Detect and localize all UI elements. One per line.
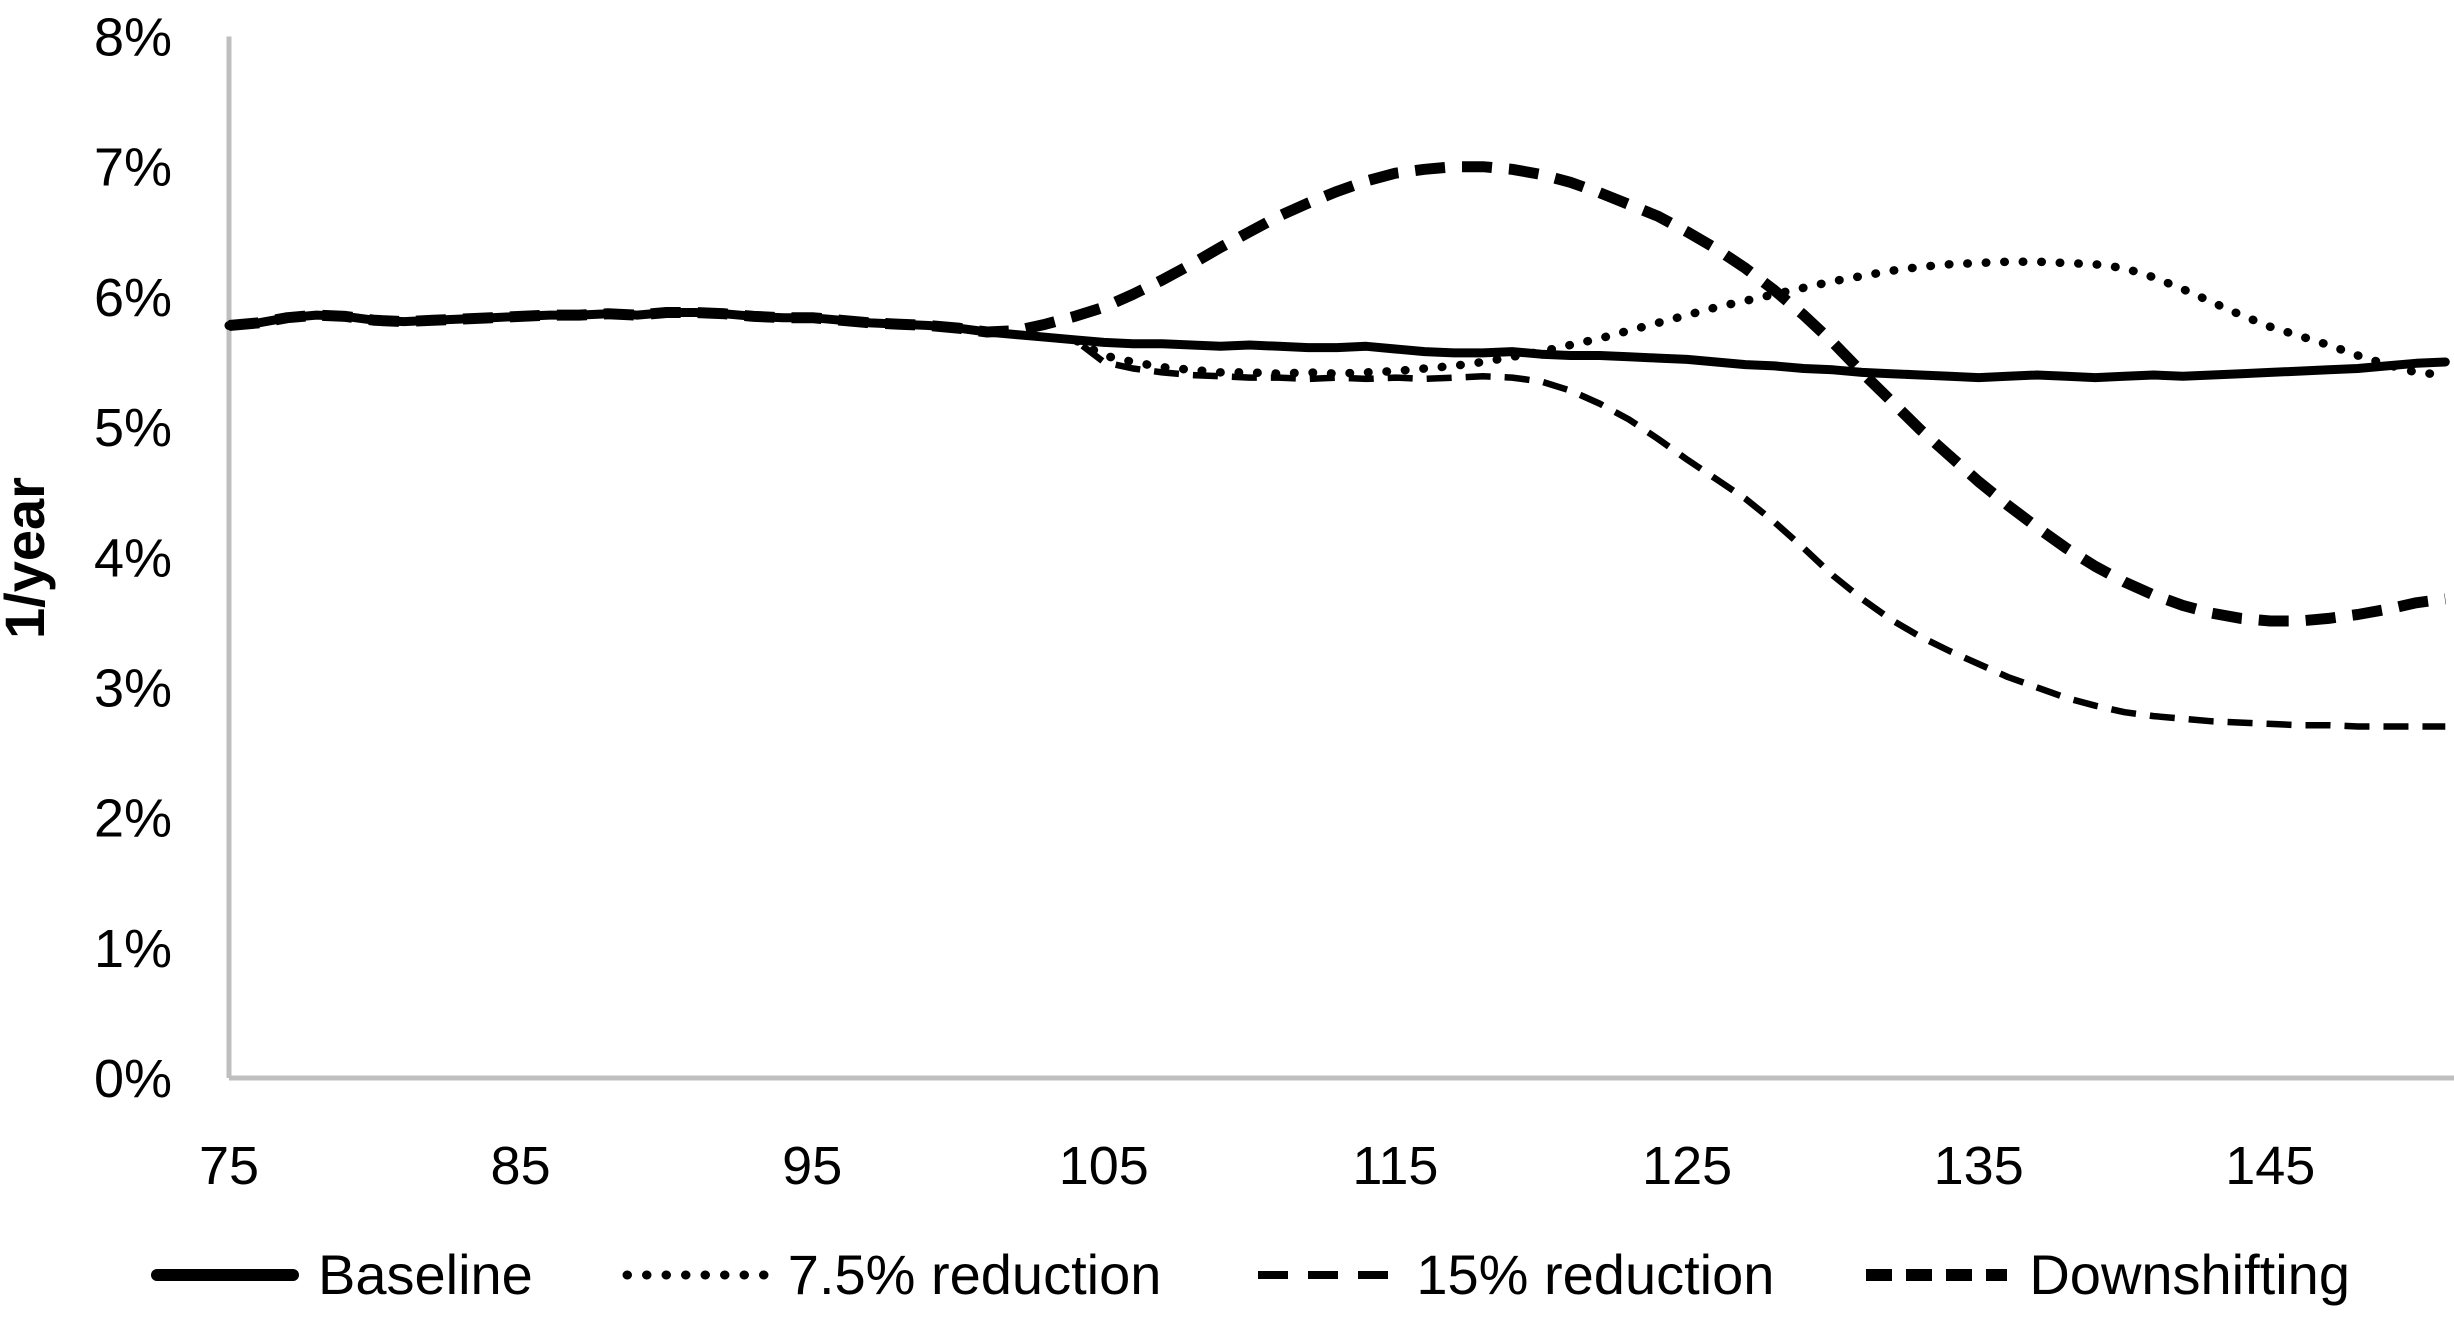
x-tick-label: 145 <box>2225 1136 2315 1196</box>
legend-label-downshifting: Downshifting <box>2029 1243 2350 1306</box>
tick-labels: 75 85 95 105 115 125 135 145 0% 1% 2% 3% 4% 5% 6% 7% 8% <box>94 8 2315 1197</box>
y-tick-label: 5% <box>94 398 172 458</box>
legend-item-7-5-reduction: 7.5% reduction <box>620 1242 1162 1307</box>
y-axis-title: 1/year <box>0 477 56 639</box>
series-line-baseline <box>224 308 2450 383</box>
y-tick-label: 2% <box>94 789 172 849</box>
x-tick-label: 95 <box>782 1136 842 1196</box>
x-tick-label: 85 <box>491 1136 551 1196</box>
y-tick-label: 1% <box>94 919 172 979</box>
legend: Baseline 7.5% reduction 15% reduction Do… <box>150 1242 2350 1307</box>
y-tick-label: 3% <box>94 658 172 718</box>
legend-sample-dotted-line <box>622 1270 770 1279</box>
legend-label-7-5-reduction: 7.5% reduction <box>787 1243 1162 1306</box>
y-tick-label: 7% <box>94 138 172 198</box>
x-tick-label: 125 <box>1642 1136 1732 1196</box>
series-line-downshifting <box>228 161 2447 627</box>
y-tick-label: 8% <box>94 8 172 68</box>
y-tick-label: 4% <box>94 528 172 588</box>
series-lines <box>224 161 2450 730</box>
x-tick-label: 115 <box>1352 1136 1438 1196</box>
x-tick-label: 135 <box>1934 1136 2024 1196</box>
legend-sample-dashed-line <box>1258 1270 1389 1279</box>
legend-sample-thick-dashed-line <box>1866 1268 2008 1281</box>
legend-item-15-reduction: 15% reduction <box>1248 1242 1774 1307</box>
x-tick-label: 75 <box>199 1136 259 1196</box>
y-tick-label: 0% <box>94 1049 172 1109</box>
x-tick-label: 105 <box>1059 1136 1149 1196</box>
legend-sample-solid-line <box>151 1268 299 1281</box>
legend-label-baseline: Baseline <box>318 1243 533 1306</box>
legend-item-downshifting: Downshifting <box>1861 1242 2350 1307</box>
axes <box>226 36 2454 1081</box>
y-tick-label: 6% <box>94 268 172 328</box>
legend-item-baseline: Baseline <box>150 1242 533 1307</box>
legend-label-15-reduction: 15% reduction <box>1416 1243 1775 1306</box>
